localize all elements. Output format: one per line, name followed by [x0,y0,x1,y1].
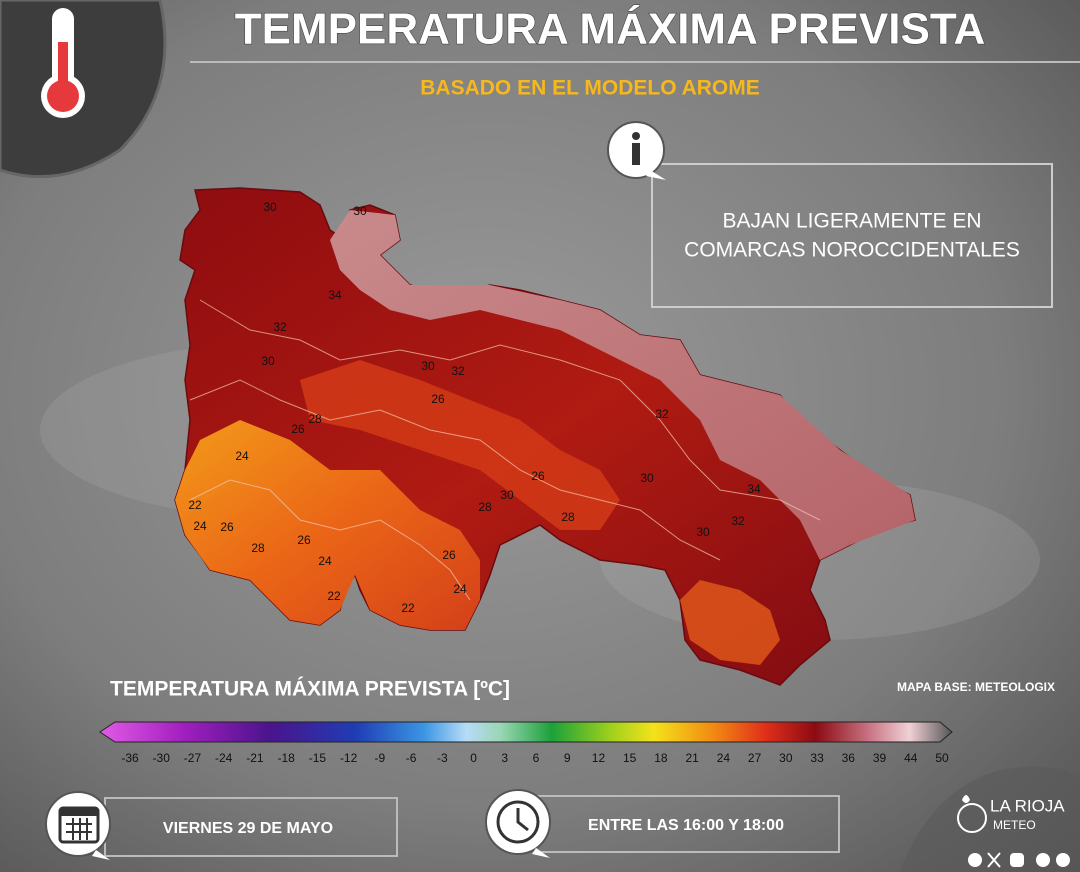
contour-label: 28 [251,541,265,555]
contour-label: 30 [500,488,514,502]
contour-label: 30 [640,471,654,485]
contour-label: 24 [318,554,332,568]
contour-label: 30 [421,359,435,373]
legend-tick-label: 50 [935,751,949,765]
contour-label: 30 [353,204,367,218]
legend-tick-label: 0 [470,751,477,765]
contour-label: 22 [188,498,202,512]
corner-swoosh [900,766,1080,872]
legend-ticks: -36 -30 -27 -24 -21 -18 -15 -12 -9 -6 -3 0 3 6 9 12 15 18… [121,751,949,765]
contour-label: 24 [453,582,467,596]
legend-tick-label: 21 [685,751,699,765]
cool-zone [175,420,480,630]
legend-tick-label: -12 [340,751,358,765]
contour-label: 28 [561,510,575,524]
contour [199,299,821,521]
contour-label: 26 [291,422,305,436]
contour-label: 26 [297,533,311,547]
legend-tick-label: -3 [437,751,448,765]
contour-label: 26 [442,548,456,562]
legend-tick-label: -27 [184,751,202,765]
legend-tick-label: -18 [277,751,295,765]
contour-label: 22 [401,601,415,615]
contour-label: 26 [531,469,545,483]
legend-tick-label: 27 [748,751,762,765]
contour [189,479,471,601]
legend-tick-label: 6 [533,751,540,765]
warm-zone [330,210,915,560]
legend-tick-label: -6 [406,751,417,765]
legend-tick-label: 15 [623,751,637,765]
legend-tick-label: 39 [873,751,887,765]
mid-zone [300,360,620,530]
color-scale [99,721,953,743]
social-icons [968,852,1070,868]
legend-tick-label: -21 [246,751,264,765]
legend-tick-label: 30 [779,751,793,765]
legend-tick-label: 33 [810,751,824,765]
legend-tick-label: 9 [564,751,571,765]
contour-label: 30 [261,354,275,368]
info-icon [607,121,666,180]
legend-tick-label: -15 [309,751,327,765]
contour-label: 28 [308,412,322,426]
brand-sub: METEO [993,818,1036,832]
date: VIERNES 29 DE MAYO [163,820,333,837]
legend-tick-label: -30 [153,751,171,765]
legend-tick-label: 12 [592,751,606,765]
contour [189,379,721,561]
subtitle: BASADO EN EL MODELO AROME [420,77,760,100]
contour-label: 26 [220,520,234,534]
contour-label: 24 [193,519,207,533]
map-credit: MAPA BASE: METEOLOGIX [897,680,1055,694]
legend-tick-label: 36 [842,751,856,765]
legend-tick-label: 3 [501,751,508,765]
time: ENTRE LAS 16:00 Y 18:00 [588,817,784,834]
contour-label: 30 [263,200,277,214]
legend-title: TEMPERATURA MÁXIMA PREVISTA [ºC] [110,678,510,701]
contour-label: 32 [655,407,669,421]
contour-label: 26 [431,392,445,406]
info-line: BAJAN LIGERAMENTE EN [722,210,981,233]
calendar-icon [45,791,111,860]
contour-label: 32 [273,320,287,334]
thermometer-icon [41,8,85,118]
contour-label: 22 [327,589,341,603]
legend-tick-label: 24 [717,751,731,765]
clock-icon [485,789,551,858]
contour-label: 34 [747,482,761,496]
legend-tick-label: -24 [215,751,233,765]
brand-logo [957,795,987,833]
contour-label: 32 [731,514,745,528]
legend-tick-label: 18 [654,751,668,765]
legend-tick-label: -36 [121,751,139,765]
contour-label: 28 [478,500,492,514]
info-line: COMARCAS NOROCCIDENTALES [684,239,1020,262]
contour-label: 32 [451,364,465,378]
legend-tick-label: 44 [904,751,918,765]
legend-tick-label: -9 [375,751,386,765]
contour-label: 30 [696,525,710,539]
contour-label: 24 [235,449,249,463]
contour-label: 34 [328,288,342,302]
info-box [651,163,1053,308]
brand: LA RIOJA [990,796,1065,815]
title: TEMPERATURA MÁXIMA PREVISTA [235,4,985,54]
mid-zone [680,580,780,665]
